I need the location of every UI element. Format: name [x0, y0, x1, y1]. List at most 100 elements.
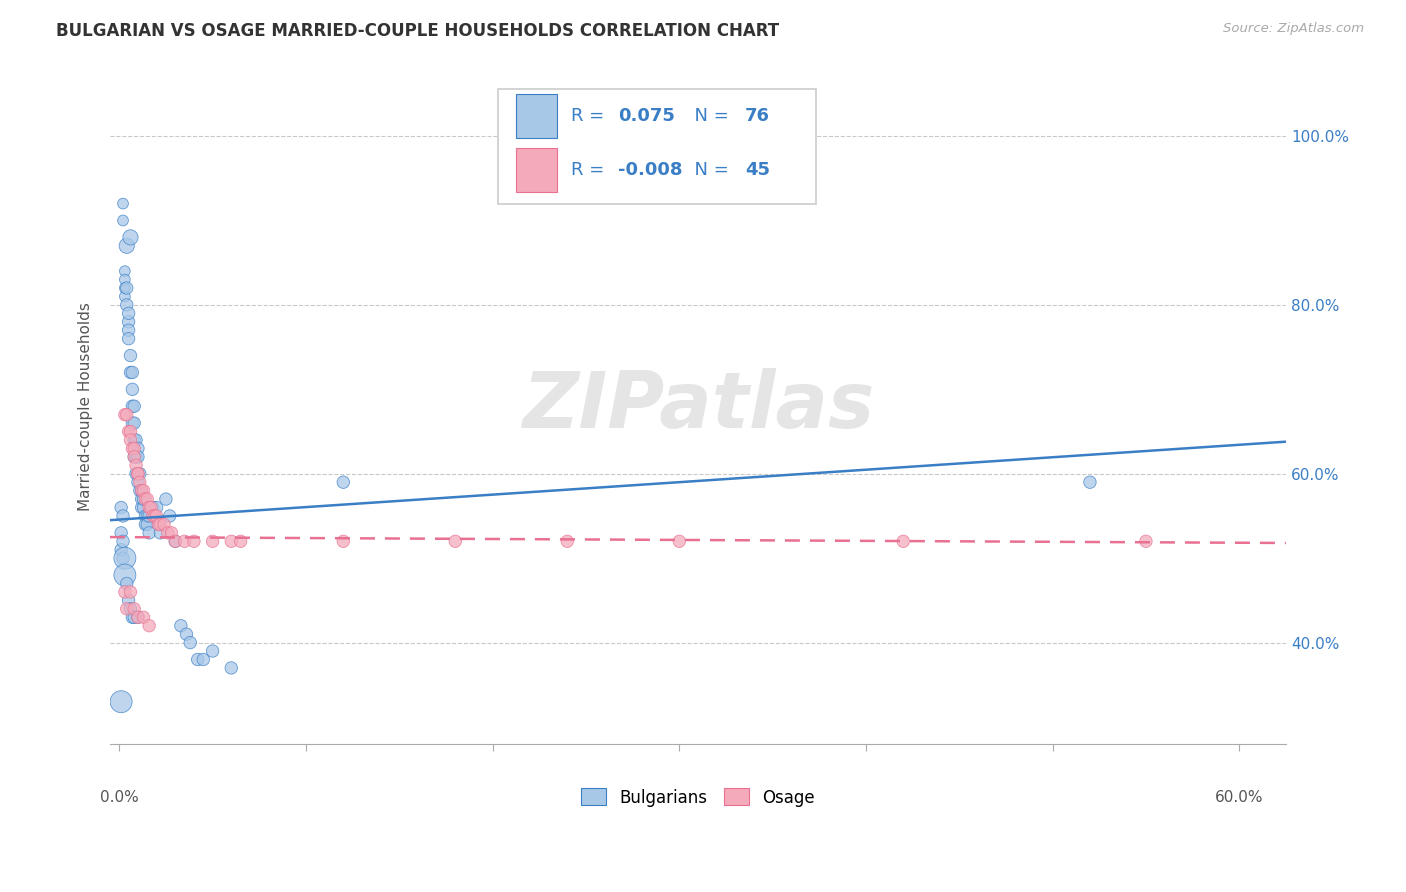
Point [149, 517, 172, 532]
Point [122, 442, 145, 456]
Point [111, 534, 134, 549]
Y-axis label: Married-couple Households: Married-couple Households [79, 301, 93, 510]
Point [134, 508, 156, 523]
Point [219, 661, 242, 675]
Point [332, 475, 354, 490]
Point [127, 450, 149, 464]
Point [138, 500, 160, 515]
Point [110, 542, 132, 557]
Point [143, 508, 166, 523]
FancyBboxPatch shape [498, 89, 815, 203]
Point [145, 500, 167, 515]
Point [117, 306, 139, 320]
Point [219, 534, 242, 549]
Point [114, 568, 136, 582]
Point [120, 585, 142, 599]
Point [155, 492, 177, 507]
Point [132, 492, 155, 507]
Text: ZIPatlas: ZIPatlas [522, 368, 875, 444]
Point [179, 635, 201, 649]
Point [136, 517, 159, 532]
Point [117, 425, 139, 439]
Point [122, 399, 145, 413]
Point [159, 508, 181, 523]
Point [122, 450, 145, 464]
Point [201, 644, 224, 658]
Point [125, 458, 148, 473]
Point [127, 610, 149, 624]
Point [120, 602, 142, 616]
Point [131, 492, 153, 507]
Point [121, 382, 143, 396]
Point [1135, 534, 1157, 549]
Point [127, 610, 149, 624]
Point [201, 534, 224, 549]
Point [132, 483, 155, 498]
Point [121, 416, 143, 430]
Point [131, 500, 153, 515]
Point [121, 442, 143, 456]
Point [132, 610, 155, 624]
Text: Source: ZipAtlas.com: Source: ZipAtlas.com [1223, 22, 1364, 36]
Point [139, 500, 162, 515]
Point [173, 534, 195, 549]
Point [110, 500, 132, 515]
Point [1078, 475, 1101, 490]
Point [138, 508, 160, 523]
Point [128, 467, 150, 481]
Point [122, 450, 145, 464]
Point [127, 467, 149, 481]
Point [187, 652, 209, 666]
Text: BULGARIAN VS OSAGE MARRIED-COUPLE HOUSEHOLDS CORRELATION CHART: BULGARIAN VS OSAGE MARRIED-COUPLE HOUSEH… [56, 22, 779, 40]
Point [117, 593, 139, 607]
Point [128, 475, 150, 490]
Text: 45: 45 [745, 161, 770, 178]
Point [120, 425, 142, 439]
Point [111, 508, 134, 523]
Point [176, 627, 198, 641]
Point [122, 433, 145, 447]
Point [125, 467, 148, 481]
Point [145, 508, 167, 523]
Point [115, 239, 138, 253]
Point [125, 450, 148, 464]
Point [127, 475, 149, 490]
Point [115, 408, 138, 422]
Point [122, 610, 145, 624]
Point [114, 289, 136, 303]
Point [149, 525, 172, 540]
Point [332, 534, 354, 549]
FancyBboxPatch shape [516, 148, 557, 192]
Point [555, 534, 578, 549]
Point [121, 366, 143, 380]
Point [110, 695, 132, 709]
Point [115, 298, 138, 312]
Point [127, 442, 149, 456]
Text: 60.0%: 60.0% [1215, 790, 1264, 805]
Text: N =: N = [683, 107, 734, 125]
Point [114, 281, 136, 295]
Point [170, 618, 193, 632]
Point [131, 483, 153, 498]
Point [127, 467, 149, 481]
Legend: Bulgarians, Osage: Bulgarians, Osage [574, 781, 821, 814]
Point [127, 467, 149, 481]
Point [111, 213, 134, 227]
Point [142, 508, 165, 523]
Point [110, 525, 132, 540]
Point [115, 576, 138, 591]
Point [156, 525, 179, 540]
Point [183, 534, 205, 549]
Point [114, 272, 136, 286]
FancyBboxPatch shape [516, 94, 557, 137]
Point [114, 585, 136, 599]
Text: R =: R = [571, 107, 610, 125]
Point [160, 525, 183, 540]
Point [114, 551, 136, 566]
Point [117, 323, 139, 337]
Text: 76: 76 [745, 107, 770, 125]
Point [138, 525, 160, 540]
Point [153, 517, 176, 532]
Point [120, 433, 142, 447]
Point [891, 534, 914, 549]
